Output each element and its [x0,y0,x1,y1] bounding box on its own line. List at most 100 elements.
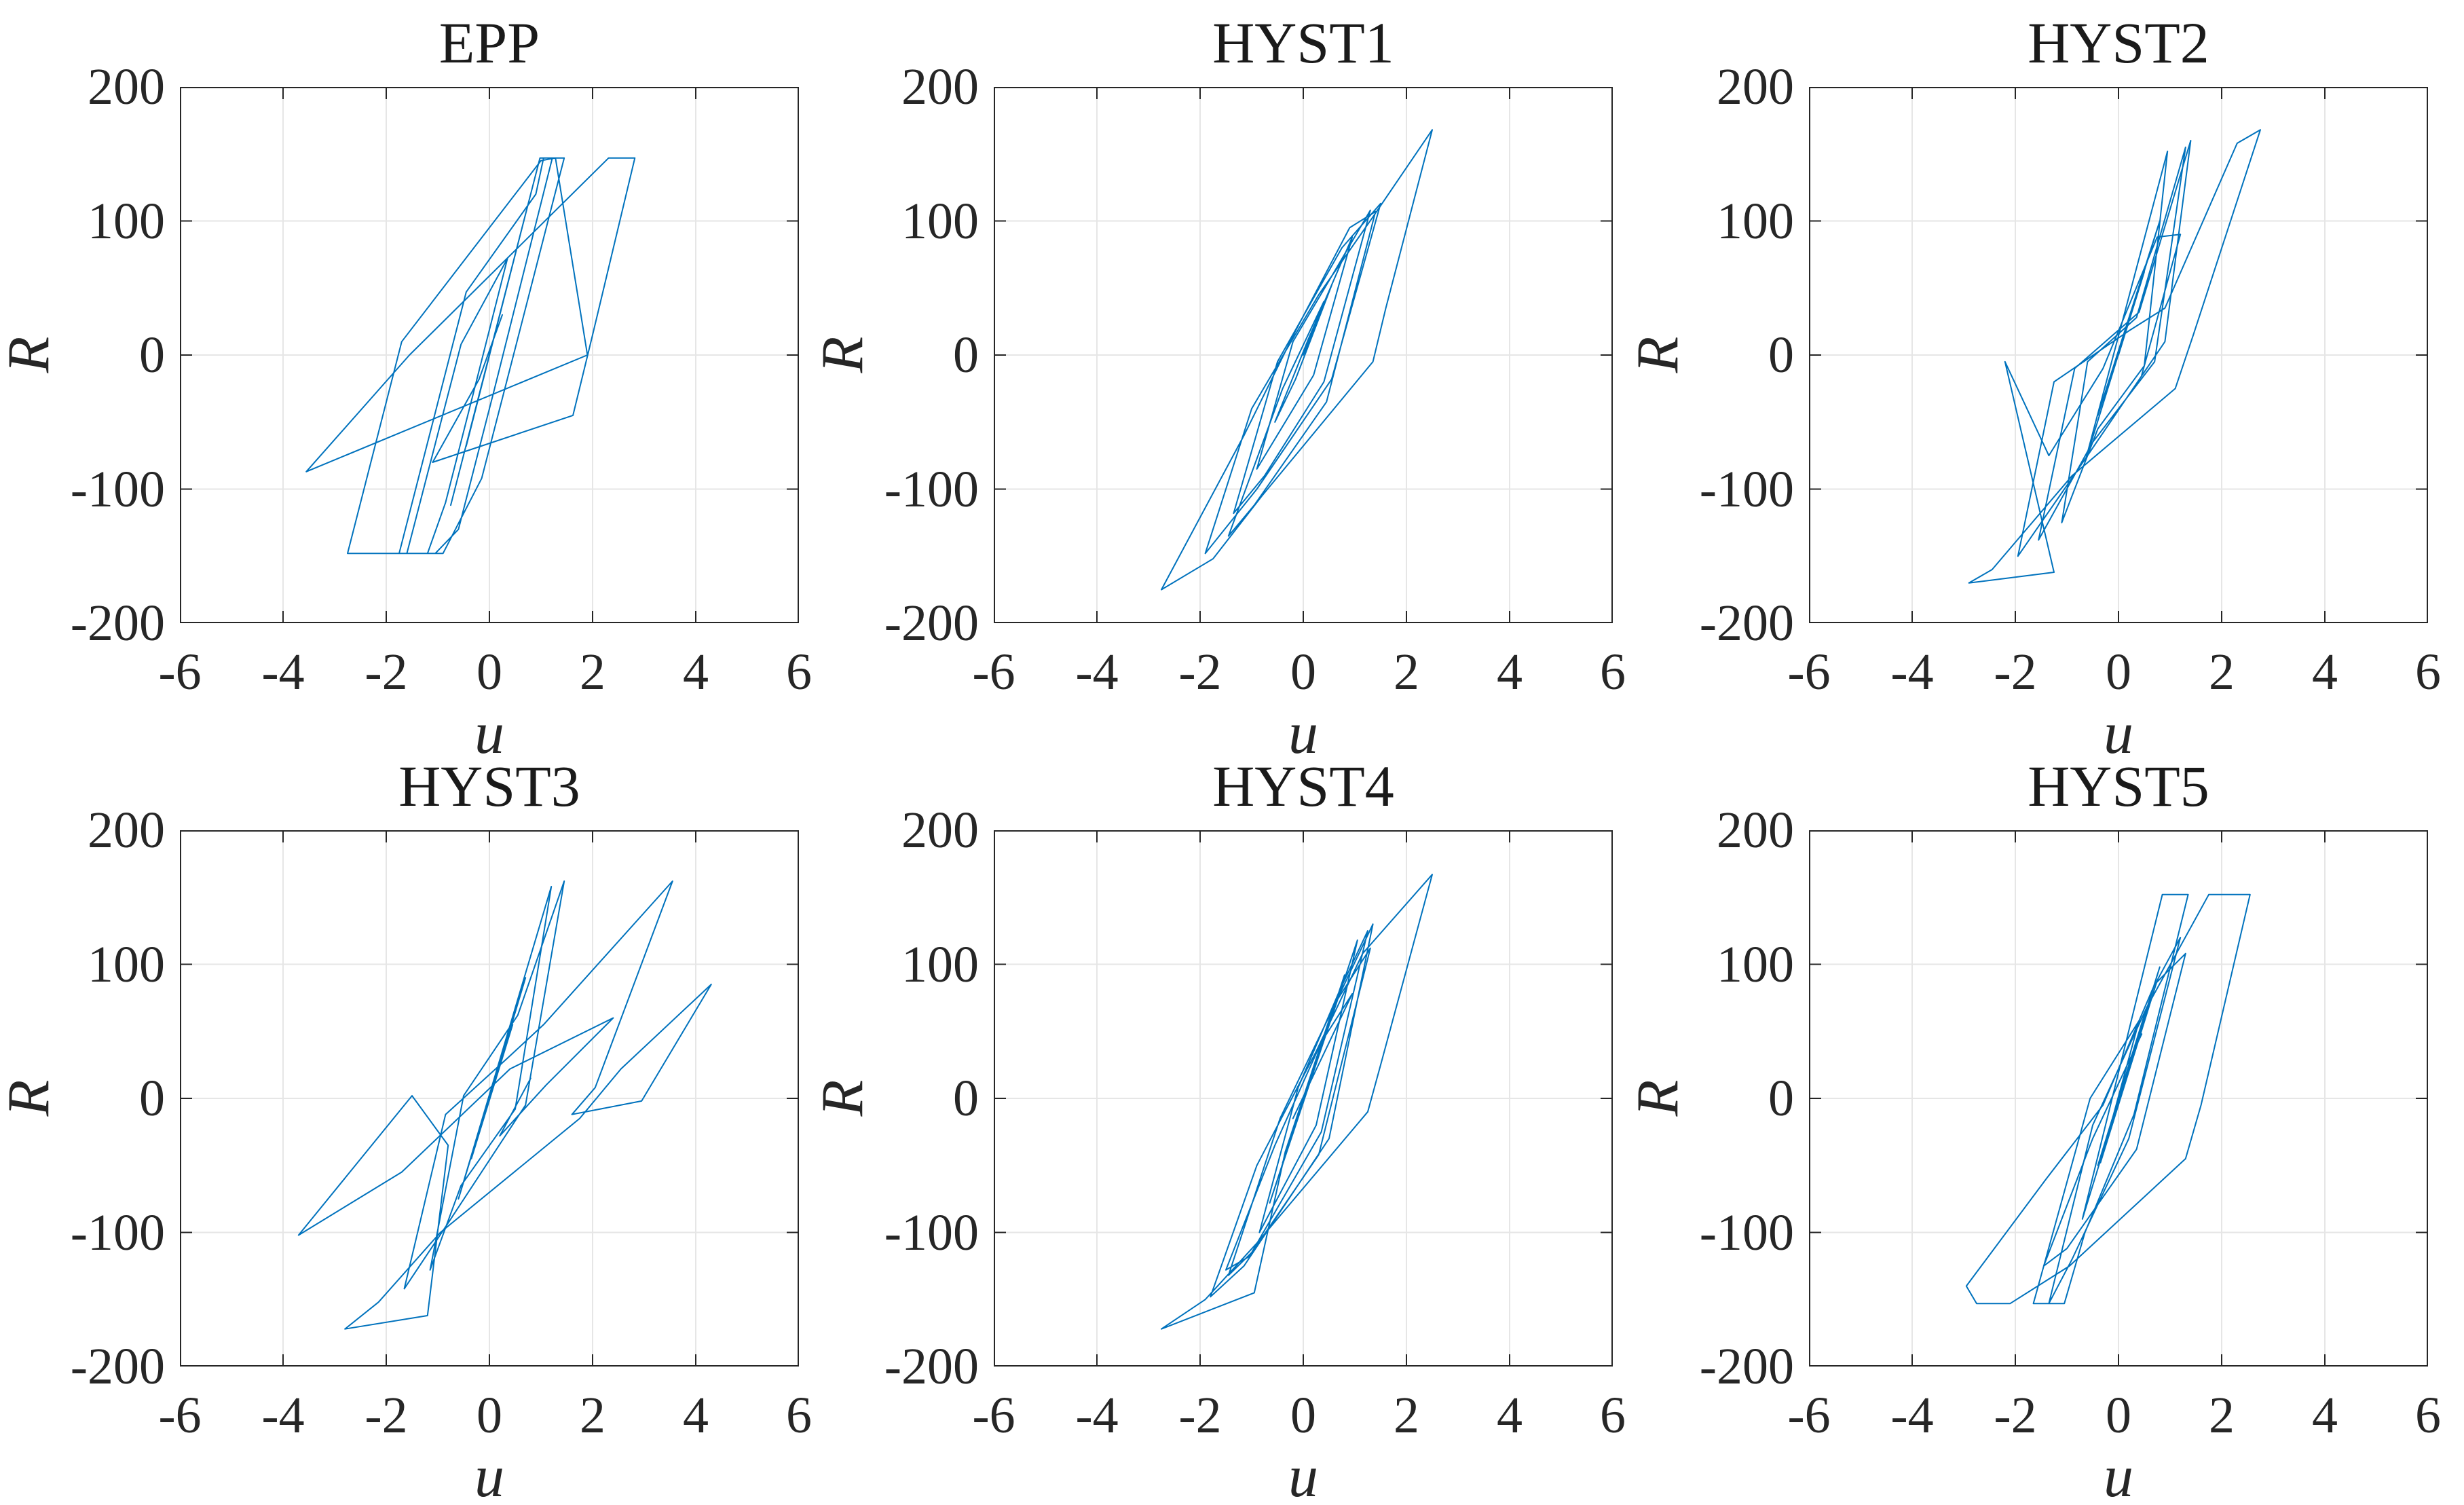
x-axis-label: u [1288,1444,1318,1505]
y-tick-label: 200 [1717,802,1794,859]
x-tick-label: -2 [365,644,408,701]
y-tick-label: 100 [88,192,165,250]
subplot-title: HYST5 [2028,754,2209,819]
y-tick-label: 200 [901,58,979,115]
x-tick-label: 4 [1497,644,1523,701]
x-tick-label: -4 [261,1387,305,1444]
y-tick-label: -200 [70,1338,165,1395]
x-tick-label: 0 [477,644,502,701]
axes-box [180,87,799,623]
hysteresis-trace-hyst3 [297,880,712,1330]
y-tick-label: -200 [884,595,979,652]
x-tick-label: 4 [2312,644,2338,701]
x-axis-label: u [1288,701,1318,766]
x-tick-label: 4 [683,644,709,701]
x-axis-label: u [474,701,504,766]
y-tick-label: -100 [884,1204,979,1261]
y-tick-label: 100 [1717,192,1794,250]
y-tick-label: -100 [884,460,979,518]
x-tick-label: 2 [580,1387,605,1444]
x-tick-label: 6 [1600,1387,1626,1444]
y-tick-label: 200 [901,802,979,859]
x-tick-label: 0 [1290,1387,1316,1444]
x-tick-label: 6 [2415,644,2441,701]
x-tick-label: 2 [2209,644,2235,701]
axes-box [1809,830,2428,1367]
y-tick-label: 0 [139,327,165,384]
y-tick-label: -100 [70,1204,165,1261]
subplot-title: HYST1 [1212,10,1394,75]
x-tick-label: -4 [1075,1387,1119,1444]
x-tick-label: -2 [1178,1387,1222,1444]
x-tick-label: -6 [972,644,1015,701]
x-tick-label: -2 [1994,1387,2037,1444]
hysteresis-trace-epp [305,157,636,555]
x-tick-label: 6 [786,644,812,701]
plot-area-hyst3 [180,830,799,1367]
plot-area-hyst2 [1809,87,2428,623]
subplot-title: HYST4 [1212,754,1394,819]
hysteresis-trace-hyst2 [1968,129,2261,584]
y-tick-label: -200 [70,595,165,652]
plot-area-hyst1 [994,87,1613,623]
x-tick-label: 6 [1600,644,1626,701]
x-tick-label: 0 [1290,644,1316,701]
x-tick-label: 0 [477,1387,502,1444]
x-tick-label: -6 [1787,644,1831,701]
axes-box [994,830,1613,1367]
subplot-title: HYST2 [2028,10,2209,75]
y-tick-label: 100 [1717,935,1794,993]
x-tick-label: 2 [580,644,605,701]
x-tick-label: 0 [2106,1387,2131,1444]
x-axis-label: u [2104,1444,2133,1505]
x-tick-label: 4 [2312,1387,2338,1444]
x-tick-label: 2 [1394,1387,1419,1444]
plot-area-epp [180,87,799,623]
hysteresis-trace-hyst1 [1161,129,1433,591]
x-tick-label: -2 [365,1387,408,1444]
y-tick-label: 0 [1768,327,1794,384]
hysteresis-trace-hyst5 [1965,893,2251,1305]
y-tick-label: -200 [884,1338,979,1395]
y-tick-label: 100 [901,935,979,993]
x-tick-label: -6 [972,1387,1015,1444]
x-tick-label: 4 [683,1387,709,1444]
plot-area-hyst4 [994,830,1613,1367]
y-tick-label: 0 [953,1070,979,1127]
y-tick-label: 100 [901,192,979,250]
x-tick-label: 2 [2209,1387,2235,1444]
x-axis-label: u [474,1444,504,1505]
x-tick-label: -2 [1994,644,2037,701]
x-tick-label: -6 [158,644,202,701]
x-tick-label: 4 [1497,1387,1523,1444]
y-tick-label: 100 [88,935,165,993]
y-tick-label: 200 [1717,58,1794,115]
y-tick-label: -100 [1699,460,1794,518]
x-tick-label: -4 [1075,644,1119,701]
y-tick-label: 0 [953,327,979,384]
x-tick-label: 6 [2415,1387,2441,1444]
plot-area-hyst5 [1809,830,2428,1367]
y-tick-label: 200 [88,58,165,115]
x-tick-label: 6 [786,1387,812,1444]
y-tick-label: 0 [1768,1070,1794,1127]
x-tick-label: 0 [2106,644,2131,701]
x-tick-label: -2 [1178,644,1222,701]
x-tick-label: -6 [158,1387,202,1444]
x-tick-label: -4 [1890,1387,1934,1444]
y-tick-label: 200 [88,802,165,859]
hysteresis-trace-hyst4 [1161,874,1433,1330]
subplot-title: HYST3 [398,754,580,819]
y-tick-label: 0 [139,1070,165,1127]
y-tick-label: -100 [70,460,165,518]
x-tick-label: 2 [1394,644,1419,701]
x-axis-label: u [2104,701,2133,766]
y-tick-label: -100 [1699,1204,1794,1261]
axes-box [994,87,1613,623]
y-tick-label: -200 [1699,595,1794,652]
axes-box [180,830,799,1367]
axes-box [1809,87,2428,623]
x-tick-label: -6 [1787,1387,1831,1444]
y-tick-label: -200 [1699,1338,1794,1395]
